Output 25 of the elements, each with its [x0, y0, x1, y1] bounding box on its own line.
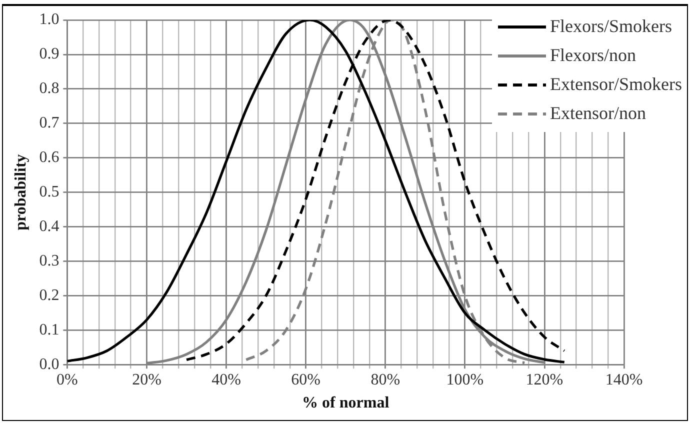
x-tick-label: 100%	[446, 371, 484, 388]
legend-label: Flexors/Smokers	[550, 15, 672, 38]
x-tick-label: 20%	[132, 371, 162, 388]
y-tick-label: 0.2	[39, 286, 60, 304]
x-axis-title: % of normal	[302, 394, 390, 412]
y-tick-label: 1.0	[39, 11, 60, 28]
y-tick-label: 0.3	[39, 252, 60, 270]
legend-label: Extensor/Smokers	[550, 73, 682, 96]
y-tick-label: 0.1	[39, 321, 60, 338]
y-tick-label: 0.6	[39, 149, 60, 166]
legend-label: Extensor/non	[550, 102, 646, 125]
x-tick-label: 80%	[370, 371, 400, 388]
x-tick-label: 40%	[212, 371, 241, 388]
x-tick-label: 120%	[526, 371, 564, 388]
y-tick-label: 0.4	[39, 218, 60, 235]
y-tick-label: 0.9	[39, 46, 60, 63]
y-tick-label: 0.0	[39, 356, 60, 373]
y-axis-title: probability	[12, 154, 30, 230]
x-tick-label: 140%	[605, 371, 643, 388]
y-tick-label: 0.8	[39, 80, 60, 98]
x-tick-label: 0%	[56, 371, 78, 388]
y-tick-label: 0.7	[39, 114, 60, 132]
x-tick-label: 60%	[291, 371, 320, 388]
y-tick-label: 0.5	[39, 184, 60, 201]
legend-label: Flexors/non	[550, 44, 636, 67]
